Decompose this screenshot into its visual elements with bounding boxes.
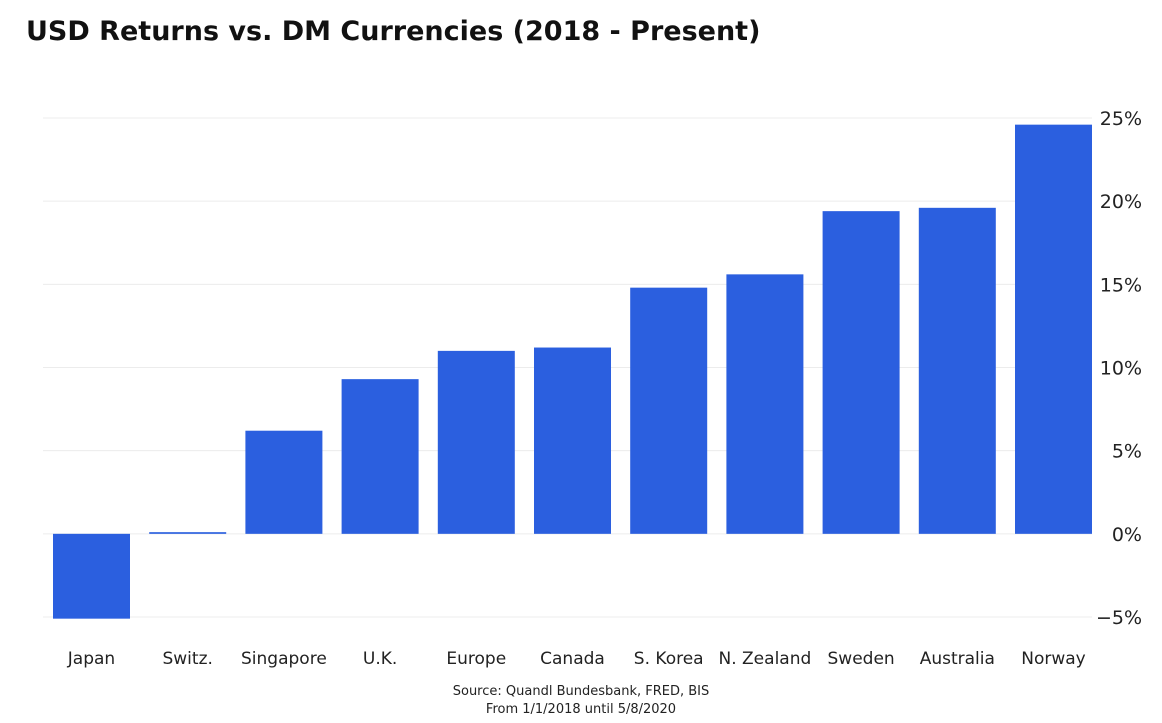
- bar-norway: [1015, 124, 1092, 534]
- y-tick-label: 0%: [1112, 524, 1142, 546]
- y-tick-label: 25%: [1100, 108, 1142, 130]
- x-tick-label: Japan: [67, 649, 115, 669]
- y-axis-ticks: 25% 20% 15% 10% 5% 0% −5%: [1096, 108, 1142, 629]
- y-tick-label: 20%: [1100, 191, 1142, 213]
- bar-sweden: [822, 211, 900, 534]
- x-tick-label: Sweden: [828, 649, 895, 669]
- date-range-note: From 1/1/2018 until 5/8/2020: [485, 702, 677, 717]
- y-tick-label: 10%: [1100, 358, 1142, 380]
- bar-n-zealand: [726, 274, 804, 534]
- x-axis-labels: Japan Switz. Singapore U.K. Europe Canada S. K…: [67, 649, 1086, 669]
- chart-title: USD Returns vs. DM Currencies (2018 - Pr…: [26, 16, 761, 47]
- x-tick-label: Norway: [1021, 649, 1086, 669]
- bar-canada: [534, 347, 611, 534]
- x-tick-label: S. Korea: [634, 649, 704, 669]
- bar-u-k: [341, 379, 419, 534]
- x-tick-label: Canada: [540, 649, 605, 669]
- x-tick-label: Europe: [446, 649, 506, 669]
- bars: [53, 124, 1092, 619]
- bar-japan: [53, 533, 130, 619]
- x-tick-label: Singapore: [241, 649, 327, 669]
- bar-s-korea: [630, 287, 708, 534]
- source-note: Source: Quandl Bundesbank, FRED, BIS: [452, 684, 710, 699]
- bar-singapore: [245, 430, 323, 534]
- y-tick-label: −5%: [1096, 607, 1142, 629]
- x-tick-label: Switz.: [162, 649, 212, 669]
- x-tick-label: U.K.: [363, 649, 397, 669]
- x-tick-label: Australia: [920, 649, 995, 669]
- bar-australia: [918, 207, 996, 534]
- bar-europe: [437, 350, 515, 534]
- y-tick-label: 15%: [1100, 274, 1142, 296]
- bar-switz: [149, 532, 227, 534]
- x-tick-label: N. Zealand: [719, 649, 812, 669]
- y-tick-label: 5%: [1112, 441, 1142, 463]
